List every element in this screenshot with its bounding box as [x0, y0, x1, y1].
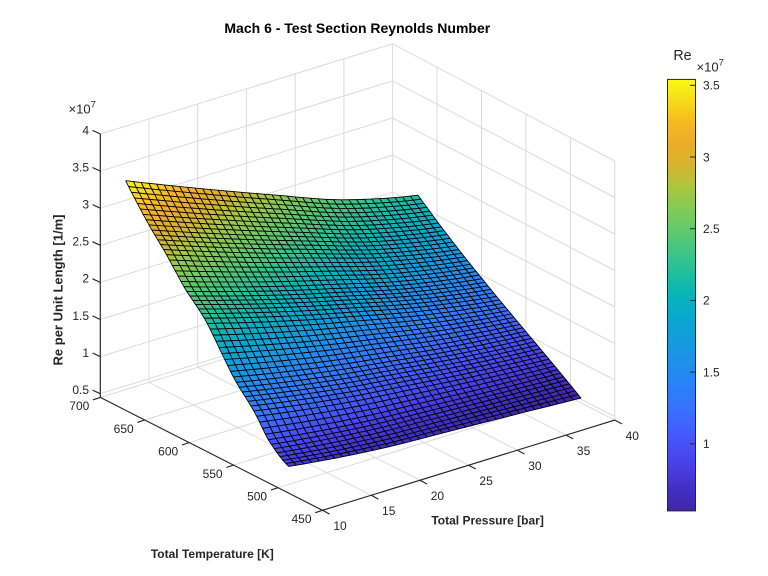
svg-text:2.5: 2.5	[703, 222, 720, 236]
svg-text:1: 1	[703, 437, 710, 451]
svg-text:550: 550	[203, 467, 223, 481]
svg-text:3.5: 3.5	[703, 79, 720, 93]
svg-text:×107: ×107	[697, 58, 724, 75]
svg-text:2.5: 2.5	[72, 235, 89, 249]
svg-text:4: 4	[82, 123, 89, 137]
svg-text:3: 3	[703, 150, 710, 164]
svg-text:40: 40	[626, 429, 640, 443]
svg-text:3.5: 3.5	[72, 160, 89, 174]
svg-text:3: 3	[82, 198, 89, 212]
svg-text:1: 1	[82, 346, 89, 360]
svg-text:Re: Re	[673, 48, 691, 64]
svg-text:20: 20	[431, 489, 445, 503]
svg-text:×107: ×107	[69, 99, 96, 116]
svg-text:1.5: 1.5	[72, 309, 89, 323]
svg-text:35: 35	[577, 444, 591, 458]
svg-text:1.5: 1.5	[703, 365, 720, 379]
svg-text:0.5: 0.5	[72, 383, 89, 397]
svg-text:450: 450	[291, 512, 311, 526]
svg-text:Total Pressure [bar]: Total Pressure [bar]	[431, 514, 543, 528]
svg-text:Mach 6 - Test Section Reynolds: Mach 6 - Test Section Reynolds Number	[224, 20, 490, 36]
svg-text:2: 2	[703, 294, 710, 308]
svg-text:15: 15	[382, 504, 396, 518]
svg-text:600: 600	[158, 444, 178, 458]
svg-text:650: 650	[114, 422, 134, 436]
svg-text:500: 500	[247, 490, 267, 504]
svg-text:Total Temperature [K]: Total Temperature [K]	[151, 547, 274, 561]
svg-text:30: 30	[528, 459, 542, 473]
svg-text:10: 10	[333, 519, 347, 533]
svg-text:2: 2	[82, 272, 89, 286]
svg-text:25: 25	[479, 474, 493, 488]
svg-text:Re per Unit Length [1/m]: Re per Unit Length [1/m]	[51, 215, 66, 366]
svg-text:700: 700	[69, 399, 89, 413]
